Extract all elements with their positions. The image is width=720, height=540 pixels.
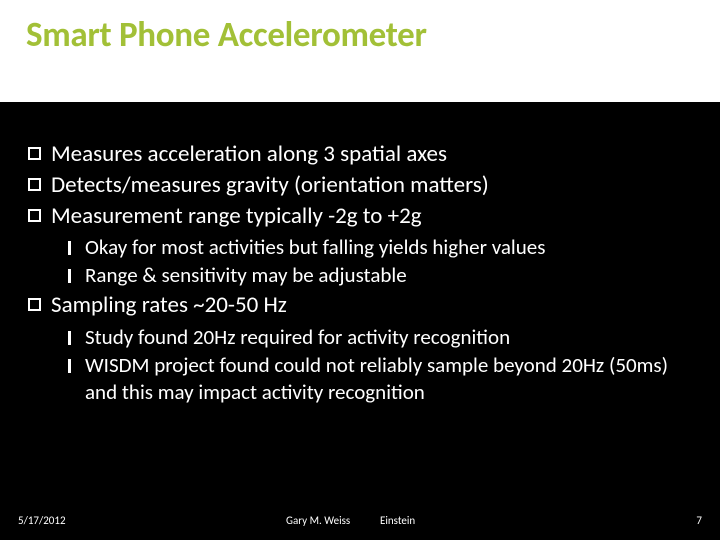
bar-bullet-icon [68,241,71,255]
bullet-text: Sampling rates ~20-50 Hz [51,291,287,320]
bullet-lvl1: Sampling rates ~20-50 Hz [28,291,692,320]
bar-bullet-icon [68,269,71,283]
sub-bullet-group: Okay for most activities but falling yie… [28,234,692,289]
bullet-text: Measurement range typically -2g to +2g [51,202,422,231]
sub-bullet-group: Study found 20Hz required for activity r… [28,324,692,406]
title-region: Smart Phone Accelerometer [0,0,720,102]
bullet-text: Measures acceleration along 3 spatial ax… [51,140,447,169]
body-region: Measures acceleration along 3 spatial ax… [0,102,720,405]
bullet-text: WISDM project found could not reliably s… [85,352,692,406]
bullet-lvl2: Study found 20Hz required for activity r… [68,324,692,351]
bullet-text: Detects/measures gravity (orientation ma… [51,171,489,200]
bullet-text: Okay for most activities but falling yie… [85,234,545,261]
box-bullet-icon [28,209,41,222]
bullet-lvl2: Okay for most activities but falling yie… [68,234,692,261]
footer-date: 5/17/2012 [18,514,66,527]
box-bullet-icon [28,178,41,191]
bullet-lvl2: Range & sensitivity may be adjustable [68,262,692,289]
footer-author: Gary M. Weiss [286,514,350,527]
footer-page-number: 7 [696,514,702,527]
bullet-lvl1: Measurement range typically -2g to +2g [28,202,692,231]
bullet-lvl1: Detects/measures gravity (orientation ma… [28,171,692,200]
slide-title: Smart Phone Accelerometer [26,14,694,56]
box-bullet-icon [28,298,41,311]
bullet-text: Range & sensitivity may be adjustable [85,262,407,289]
bar-bullet-icon [68,359,71,373]
bar-bullet-icon [68,331,71,345]
slide: Smart Phone Accelerometer Measures accel… [0,0,720,540]
bullet-lvl1: Measures acceleration along 3 spatial ax… [28,140,692,169]
box-bullet-icon [28,147,41,160]
bullet-lvl2: WISDM project found could not reliably s… [68,352,692,406]
bullet-text: Study found 20Hz required for activity r… [85,324,510,351]
footer-affiliation: Einstein [380,514,415,527]
footer: 5/17/2012 Gary M. Weiss Einstein 7 [0,510,720,530]
